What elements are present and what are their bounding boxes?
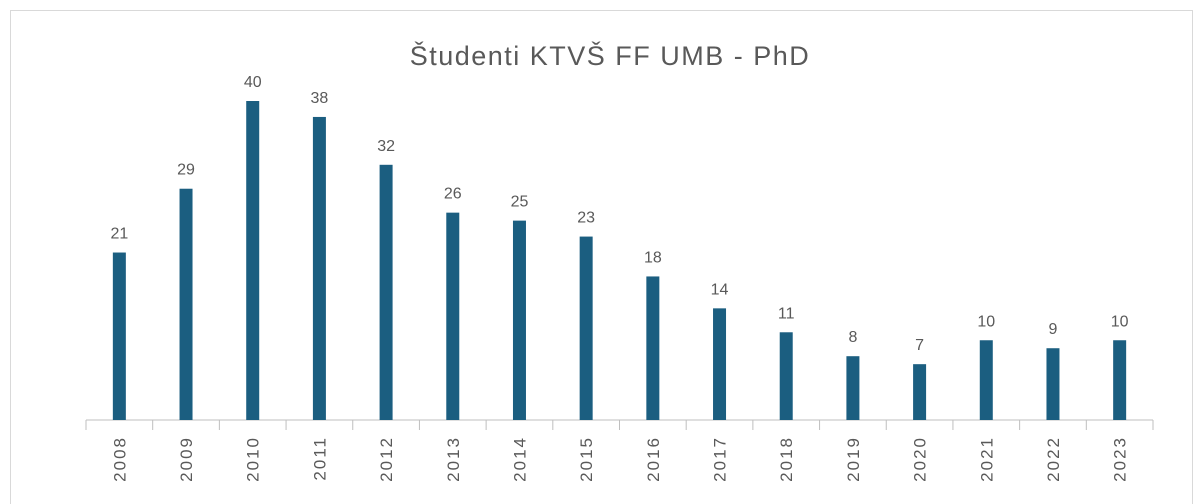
data-label: 26 — [444, 186, 462, 203]
bar — [579, 236, 593, 420]
bar — [713, 308, 727, 420]
bar — [312, 116, 326, 420]
bar — [379, 164, 393, 420]
x-tick-label: 2016 — [644, 436, 663, 482]
x-tick-label: 2012 — [377, 436, 396, 482]
x-tick-label: 2014 — [510, 436, 529, 482]
data-label: 8 — [848, 329, 857, 346]
bar — [112, 252, 126, 420]
x-tick-label: 2013 — [444, 436, 463, 482]
data-label: 9 — [1049, 321, 1058, 338]
data-label: 10 — [977, 313, 995, 330]
data-label: 40 — [244, 74, 262, 91]
data-label: 23 — [577, 210, 595, 227]
data-label: 14 — [711, 281, 729, 298]
bar — [246, 101, 260, 420]
data-label: 21 — [110, 226, 128, 243]
data-label: 10 — [1111, 313, 1129, 330]
x-tick-label: 2017 — [711, 436, 730, 482]
data-label: 7 — [915, 337, 924, 354]
data-label: 38 — [311, 90, 329, 107]
data-label: 32 — [377, 138, 395, 155]
x-tick-label: 2018 — [777, 436, 796, 482]
bar — [913, 364, 927, 420]
bar — [979, 340, 993, 420]
bar — [512, 220, 526, 420]
x-tick-label: 2008 — [110, 436, 129, 482]
x-tick-label: 2010 — [244, 436, 263, 482]
x-tick-label: 2022 — [1044, 436, 1063, 482]
bar — [1046, 348, 1060, 420]
x-tick-label: 2023 — [1111, 436, 1130, 482]
bar — [446, 212, 460, 420]
data-label: 11 — [778, 305, 795, 322]
bar — [846, 356, 860, 420]
chart-title: Študenti KTVŠ FF UMB - PhD — [410, 40, 811, 71]
data-label: 18 — [644, 249, 662, 266]
chart-border — [10, 10, 1193, 504]
bar — [779, 332, 793, 420]
bar — [1113, 340, 1127, 420]
x-tick-label: 2015 — [577, 436, 596, 482]
x-tick-label: 2020 — [911, 436, 930, 482]
data-label: 25 — [511, 194, 529, 211]
x-tick-label: 2009 — [177, 436, 196, 482]
x-tick-label: 2019 — [844, 436, 863, 482]
x-tick-label: 2021 — [977, 436, 996, 482]
bar — [179, 188, 193, 420]
bar — [646, 276, 660, 420]
x-tick-label: 2011 — [310, 436, 329, 481]
data-label: 29 — [177, 162, 195, 179]
